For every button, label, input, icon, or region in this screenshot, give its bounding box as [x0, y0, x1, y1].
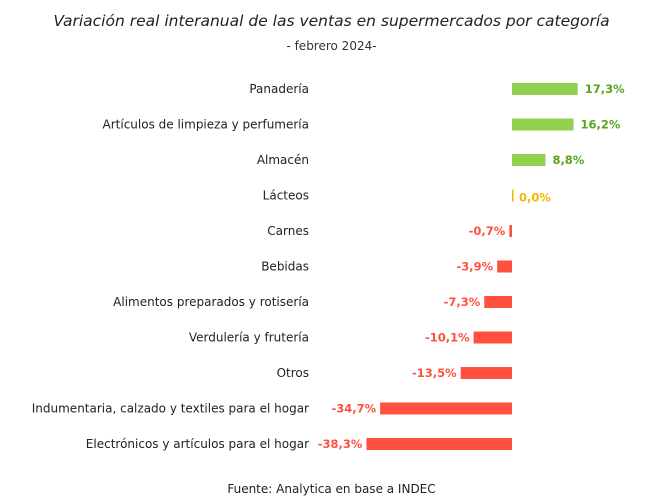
bar: [512, 189, 514, 202]
bar: [512, 83, 578, 95]
category-label: Carnes: [267, 224, 309, 238]
category-label: Bebidas: [261, 260, 309, 274]
category-label: Panadería: [249, 82, 309, 96]
bar: [473, 331, 512, 344]
category-label: Electrónicos y artículos para el hogar: [86, 437, 309, 451]
bar: [497, 260, 512, 273]
bar: [512, 118, 574, 131]
value-label: 0,0%: [519, 191, 551, 205]
category-label: Artículos de limpieza y perfumería: [103, 118, 309, 132]
category-label: Almacén: [257, 153, 309, 167]
value-label: -0,7%: [469, 224, 506, 238]
value-label: -10,1%: [425, 331, 470, 345]
category-label: Verdulería y frutería: [189, 331, 309, 345]
chart-source: Fuente: Analytica en base a INDEC: [227, 482, 436, 496]
value-label: -13,5%: [412, 366, 457, 380]
bar: [460, 367, 512, 379]
category-label: Otros: [277, 366, 309, 380]
bar: [380, 402, 512, 415]
category-label: Lácteos: [263, 189, 309, 203]
value-label: -7,3%: [444, 295, 481, 309]
value-label: -34,7%: [331, 402, 376, 416]
category-label: Indumentaria, calzado y textiles para el…: [32, 402, 309, 416]
bar: [366, 438, 512, 450]
chart-title: Variación real interanual de las ventas …: [53, 12, 610, 30]
value-label: 8,8%: [552, 153, 584, 167]
value-label: 16,2%: [581, 118, 621, 132]
chart-subtitle: - febrero 2024-: [286, 39, 377, 53]
bar: [509, 225, 512, 237]
value-label: 17,3%: [585, 82, 625, 96]
value-label: -3,9%: [457, 260, 494, 274]
bar: [512, 154, 546, 166]
bar: [484, 296, 512, 308]
category-label: Alimentos preparados y rotisería: [113, 295, 309, 309]
value-label: -38,3%: [318, 437, 363, 451]
